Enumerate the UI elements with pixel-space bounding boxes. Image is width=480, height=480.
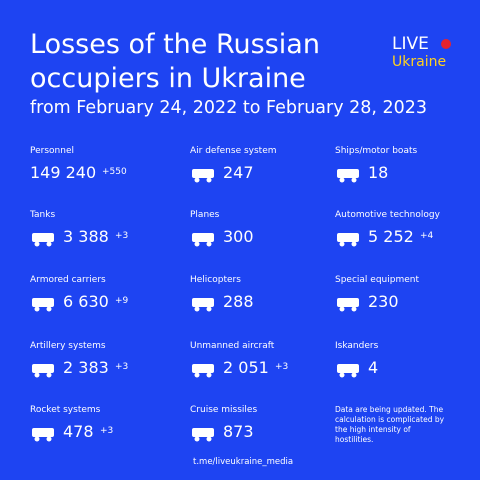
item-value: 230: [368, 292, 399, 311]
item-delta: +550: [102, 167, 127, 177]
item-label: Special equipment: [335, 275, 419, 285]
item-label: Rocket systems: [30, 405, 101, 415]
item-icon: [335, 229, 363, 251]
icon-shape: [192, 169, 214, 183]
footer-link: t.me/liveukraine_media: [193, 457, 294, 467]
logo-dot: [441, 39, 451, 49]
item-label: Personnel: [30, 146, 74, 156]
subtitle: from February 24, 2022 to February 28, 2…: [30, 98, 428, 118]
item-icon: [335, 294, 363, 316]
item-icon: [30, 294, 58, 316]
logo-live: LIVE: [392, 34, 429, 54]
icon-shape: [192, 233, 214, 247]
item-icon: [30, 360, 58, 382]
item-icon: [190, 294, 218, 316]
item-label: Unmanned aircraft: [190, 341, 275, 351]
item-label: Ships/motor boats: [335, 146, 418, 156]
icon-shape: [32, 233, 54, 247]
item-icon: [190, 424, 218, 446]
item-value: 149 240: [30, 163, 97, 182]
icon-shape: [337, 233, 359, 247]
item-label: Cruise missiles: [190, 405, 258, 415]
item-value: 247: [223, 163, 254, 182]
item-label: Iskanders: [335, 341, 379, 351]
item-delta: +4: [420, 231, 434, 241]
item-value: 288: [223, 292, 254, 311]
item-value: 873: [223, 422, 254, 441]
icon-shape: [337, 169, 359, 183]
item-delta: +3: [115, 362, 129, 372]
item-value: 4: [368, 358, 379, 377]
item-label: Planes: [190, 210, 220, 220]
item-label: Helicopters: [190, 275, 241, 285]
item-delta: +3: [115, 231, 129, 241]
item-value: 300: [223, 227, 254, 246]
icon-shape: [337, 298, 359, 312]
icon-shape: [192, 364, 214, 378]
item-value: 3 388: [63, 227, 109, 246]
item-label: Armored carriers: [30, 275, 106, 285]
item-delta: +3: [275, 362, 289, 372]
item-value: 478: [63, 422, 94, 441]
item-value: 2 051: [223, 358, 269, 377]
item-icon: [335, 360, 363, 382]
item-icon: [30, 424, 58, 446]
item-value: 18: [368, 163, 389, 182]
item-icon: [190, 165, 218, 187]
item-label: Air defense system: [190, 146, 277, 156]
icon-shape: [192, 428, 214, 442]
item-label: Automotive technology: [335, 210, 440, 220]
logo-ukraine: Ukraine: [392, 54, 447, 70]
icon-shape: [337, 364, 359, 378]
item-icon: [30, 229, 58, 251]
icon-shape: [192, 298, 214, 312]
item-icon: [335, 165, 363, 187]
title: Losses of the Russian occupiers in Ukrai…: [30, 29, 320, 94]
item-delta: +9: [115, 296, 129, 306]
item-label: Artillery systems: [30, 341, 106, 351]
item-value: 2 383: [63, 358, 109, 377]
icon-shape: [32, 364, 54, 378]
item-icon: [190, 360, 218, 382]
icon-shape: [32, 428, 54, 442]
item-icon: [190, 229, 218, 251]
note: Data are being updated. The calculation …: [335, 405, 445, 444]
icon-shape: [32, 298, 54, 312]
item-label: Tanks: [30, 210, 56, 220]
item-delta: +3: [100, 426, 114, 436]
item-value: 6 630: [63, 292, 109, 311]
item-value: 5 252: [368, 227, 414, 246]
